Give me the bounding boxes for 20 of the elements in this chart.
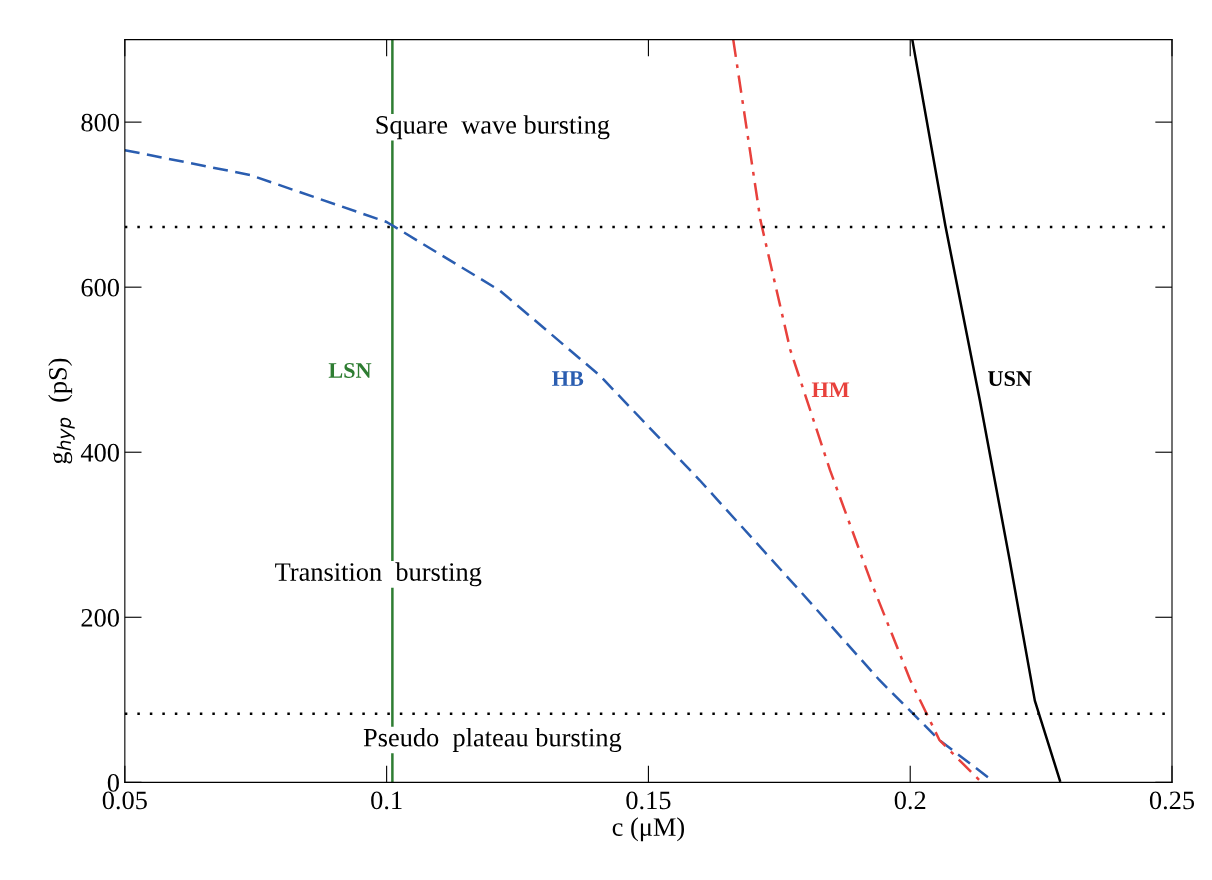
y-tick-label: 400: [80, 443, 119, 462]
series-label: HM: [811, 382, 850, 397]
x-tick-label: 0.15: [626, 791, 671, 810]
y-tick-label: 600: [81, 278, 119, 297]
annotation: Transition bursting: [275, 562, 482, 587]
x-tick-label: 0.2: [894, 791, 926, 810]
x-tick-label: 0.25: [1149, 791, 1195, 810]
y-axis-title: g$_{hyp}$ (pS): [48, 358, 75, 464]
y-tick-label: 200: [81, 608, 119, 627]
y-tick-label: 800: [81, 113, 119, 132]
line-series: [731, 39, 982, 782]
x-axis-title: c (μM): [612, 817, 685, 842]
annotation: Square wave bursting: [376, 115, 610, 140]
x-tick-label: 0.1: [371, 791, 402, 810]
y-tick-label: 0: [107, 773, 119, 792]
annotation: Pseudo plateau bursting: [363, 727, 622, 752]
series-label: HB: [552, 371, 584, 386]
x-tick-label: 0.05: [102, 791, 147, 810]
series-label: LSN: [328, 362, 372, 378]
series-label: USN: [988, 371, 1032, 387]
